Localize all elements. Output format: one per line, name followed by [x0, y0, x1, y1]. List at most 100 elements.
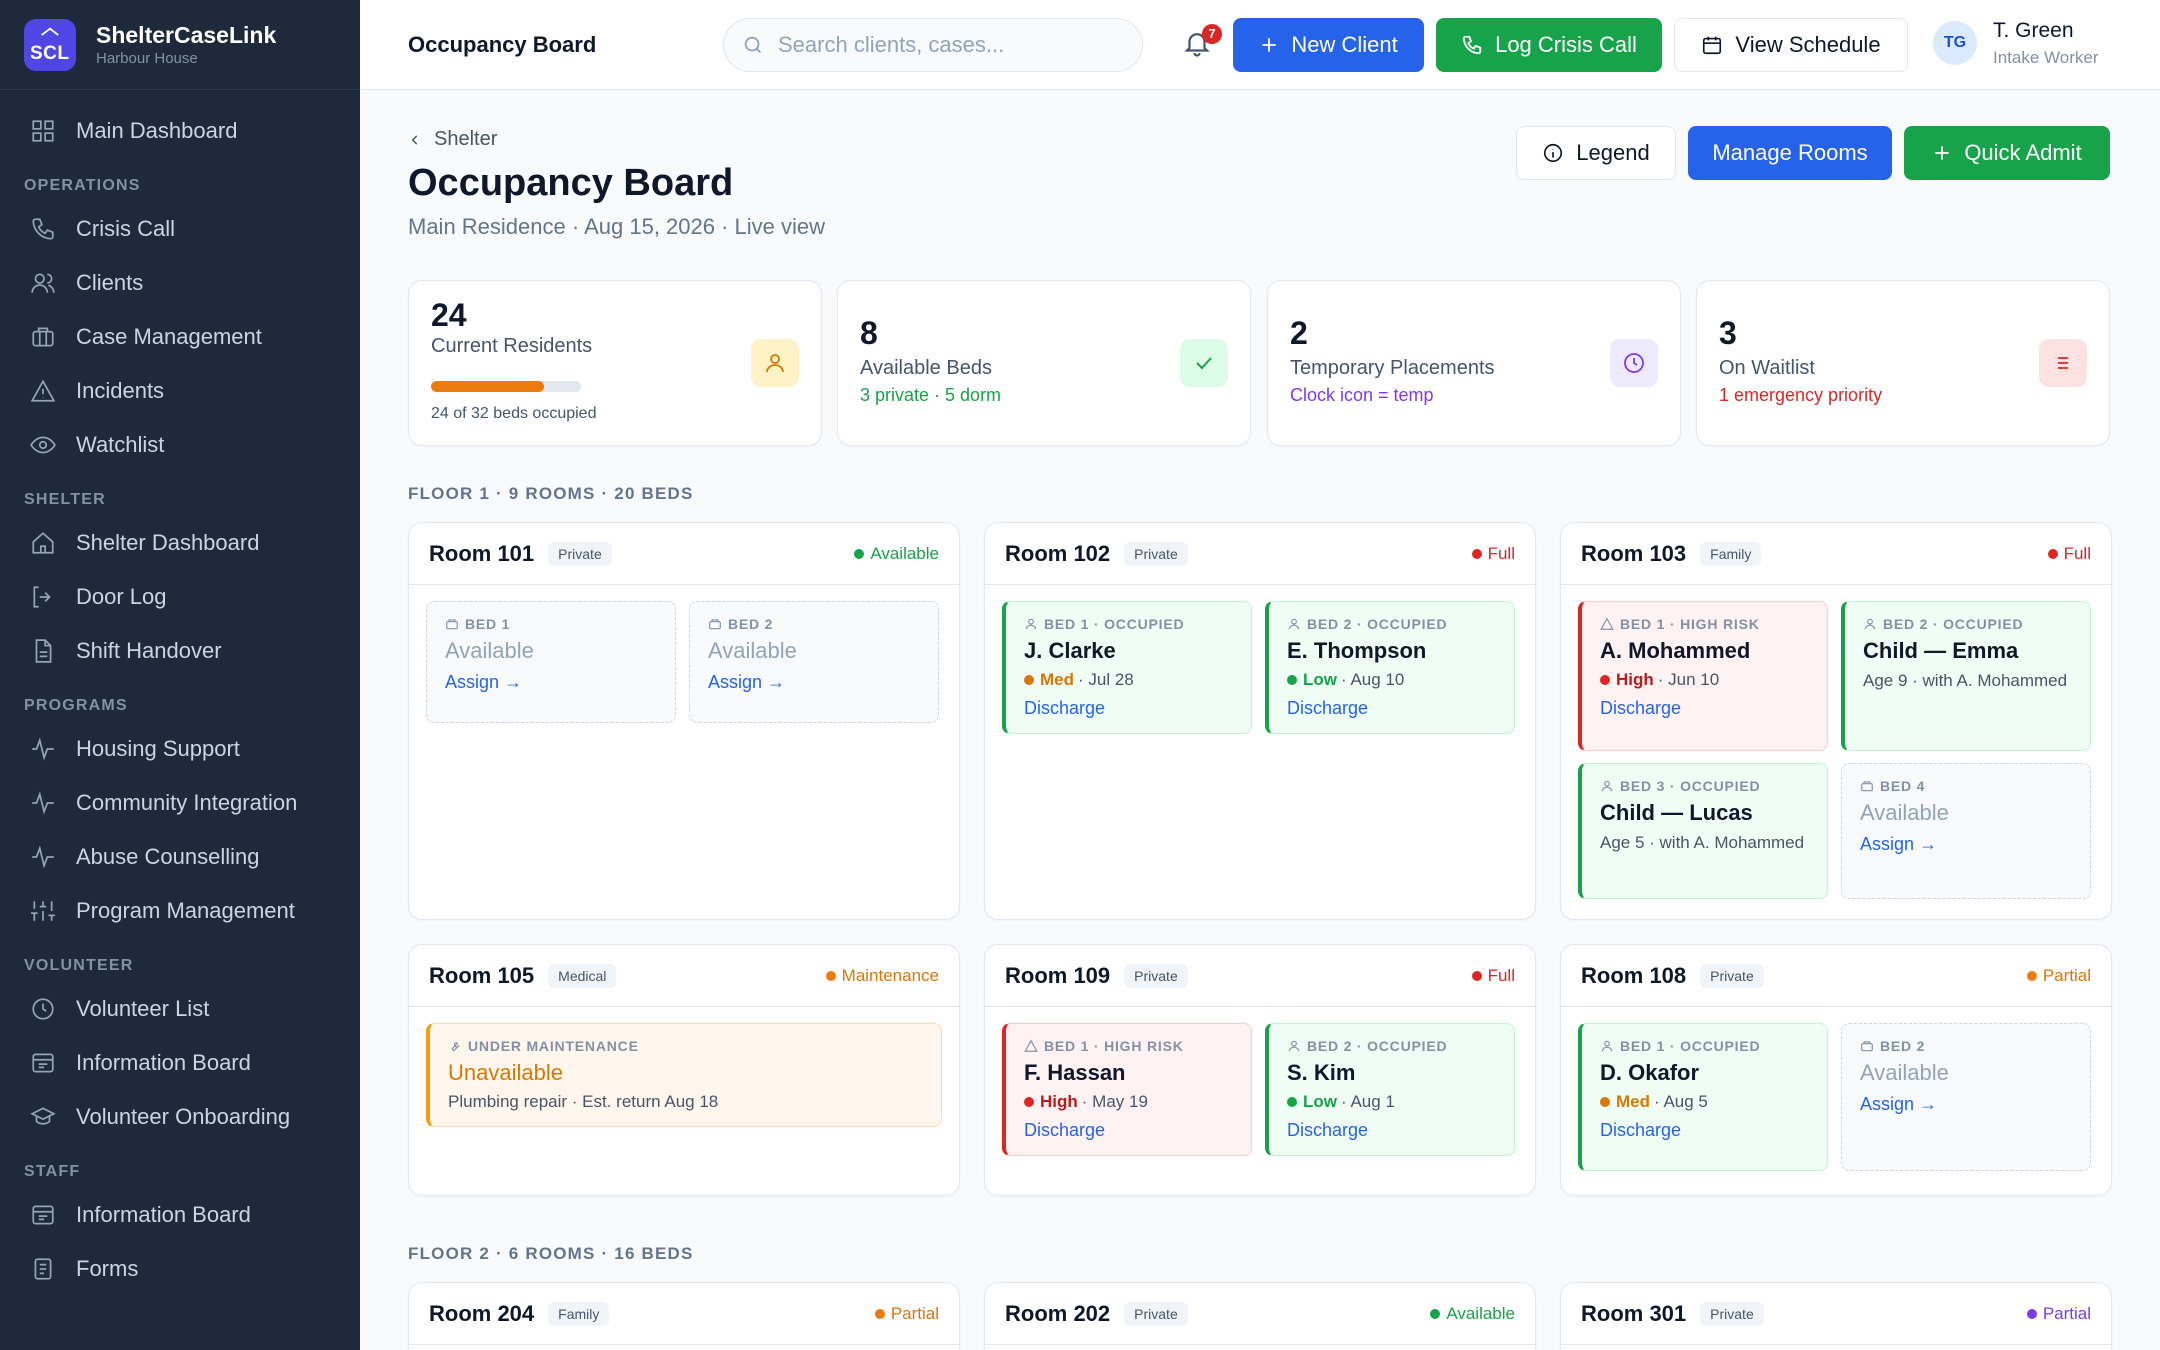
risk-dot — [1600, 675, 1610, 685]
room-card-102[interactable]: Room 102 Private Full BED 1 · OCCUPIED J… — [984, 522, 1536, 920]
button-label: Quick Admit — [1964, 140, 2082, 165]
sidebar-item-label: Volunteer List — [76, 996, 210, 1021]
assign-link[interactable]: Assign → — [708, 672, 786, 692]
room-status: Full — [1471, 543, 1515, 564]
sidebar-item-clients[interactable]: Clients — [0, 256, 360, 310]
sidebar-item-incidents[interactable]: Incidents — [0, 364, 360, 418]
discharge-link[interactable]: Discharge — [1287, 698, 1369, 718]
bed-card[interactable]: BED 2 Available Assign → — [689, 601, 939, 723]
room-type-badge: Private — [548, 541, 612, 566]
sidebar-item-volunteer-list[interactable]: Volunteer List — [0, 982, 360, 1036]
bed-card[interactable]: BED 2 Available Assign → — [1841, 1023, 2091, 1171]
assign-link[interactable]: Assign → — [445, 672, 523, 692]
main-content: Shelter Occupancy Board Main Residence ·… — [360, 90, 2160, 1350]
bed-label: BED 1 · OCCUPIED — [1044, 616, 1185, 632]
sidebar-item-shift-handover[interactable]: Shift Handover — [0, 624, 360, 678]
sidebar-item-volunteer-onboarding[interactable]: Volunteer Onboarding — [0, 1090, 360, 1144]
room-card-108[interactable]: Room 108 Private Partial BED 1 · OCCUPIE… — [1560, 944, 2112, 1196]
search-input[interactable]: Search clients, cases... — [723, 18, 1143, 72]
discharge-link[interactable]: Discharge — [1600, 698, 1682, 718]
room-card-109[interactable]: Room 109 Private Full BED 1 · HIGH RISK … — [984, 944, 1536, 1196]
bed-card[interactable]: BED 1 · OCCUPIED D. Okafor Med · Aug 5 Di… — [1578, 1023, 1828, 1171]
bed-label: BED 2 · OCCUPIED — [1307, 616, 1448, 632]
progress-fill — [431, 381, 544, 392]
legend-button[interactable]: Legend — [1516, 126, 1676, 180]
person-icon — [1601, 1040, 1613, 1052]
bed-label: BED 3 · OCCUPIED — [1620, 778, 1761, 794]
sidebar-item-crisis-call[interactable]: Crisis Call — [0, 202, 360, 256]
user-menu[interactable]: TG T. Green Intake Worker — [1933, 18, 2099, 68]
discharge-link[interactable]: Discharge — [1024, 698, 1106, 718]
view-schedule-button[interactable]: View Schedule — [1674, 18, 1908, 72]
manage-rooms-button[interactable]: Manage Rooms — [1688, 126, 1892, 180]
nav-section-volunteer: VOLUNTEER — [24, 957, 134, 974]
status-label: Full — [1487, 543, 1515, 563]
phone-icon — [32, 218, 54, 240]
risk-level: Low — [1303, 1092, 1337, 1111]
status-label: Partial — [890, 1303, 939, 1323]
sidebar-item-housing-support[interactable]: Housing Support — [0, 722, 360, 776]
room-card-204[interactable]: Room 204 Family Partial — [408, 1282, 960, 1350]
room-card-103[interactable]: Room 103 Family Full BED 1 · HIGH RISK A… — [1560, 522, 2112, 920]
quick-admit-button[interactable]: Quick Admit — [1904, 126, 2110, 180]
bed-card[interactable]: BED 3 · OCCUPIED Child — Lucas Age 5 · w… — [1578, 763, 1828, 899]
bed-label: UNDER MAINTENANCE — [468, 1038, 639, 1054]
breadcrumb[interactable]: Shelter — [408, 128, 497, 151]
sidebar: SCL ShelterCaseLink Harbour House Main D… — [0, 0, 360, 1350]
grid-icon — [32, 120, 54, 142]
bed-card[interactable]: BED 4 Available Assign → — [1841, 763, 2091, 899]
notifications-button[interactable]: 7 — [1182, 24, 1222, 62]
person-icon — [1288, 618, 1300, 630]
info-icon — [1544, 143, 1563, 163]
bed-card[interactable]: BED 2 · OCCUPIED Child — Emma Age 9 · wi… — [1841, 601, 2091, 751]
bed-card[interactable]: BED 2 · OCCUPIED S. Kim Low · Aug 1 Disch… — [1265, 1023, 1515, 1156]
app-name: ShelterCaseLink — [96, 21, 277, 48]
sidebar-item-watchlist[interactable]: Watchlist — [0, 418, 360, 472]
sidebar-item-door-log[interactable]: Door Log — [0, 570, 360, 624]
sidebar-item-shelter-dashboard[interactable]: Shelter Dashboard — [0, 516, 360, 570]
sidebar-item-label: Program Management — [76, 898, 295, 923]
sidebar-item-volunteer-information-board[interactable]: Information Board — [0, 1036, 360, 1090]
sidebar-item-community-integration[interactable]: Community Integration — [0, 776, 360, 830]
bed-card[interactable]: BED 1 · OCCUPIED J. Clarke Med · Jul 28 D… — [1002, 601, 1252, 734]
sidebar-item-program-management[interactable]: Program Management — [0, 884, 360, 938]
user-role: Intake Worker — [1993, 48, 2099, 67]
status-dot — [2026, 1308, 2037, 1319]
room-status: Partial — [2026, 1304, 2091, 1324]
room-type-badge: Private — [1124, 1301, 1188, 1326]
new-client-button[interactable]: New Client — [1233, 18, 1424, 72]
sidebar-item-main-dashboard[interactable]: Main Dashboard — [0, 104, 360, 158]
status-label: Maintenance — [841, 965, 939, 985]
sidebar-item-forms[interactable]: Forms — [0, 1242, 360, 1296]
assign-link[interactable]: Assign → — [1860, 834, 1938, 854]
discharge-link[interactable]: Discharge — [1287, 1120, 1369, 1140]
bed-card[interactable]: BED 1 · HIGH RISK A. Mohammed High · Jun … — [1578, 601, 1828, 751]
board-icon — [32, 1205, 54, 1225]
risk-dot — [1287, 675, 1297, 685]
room-card-202[interactable]: Room 202 Private Available — [984, 1282, 1536, 1350]
logo-text: SCL — [30, 42, 70, 64]
bed-status: Unavailable — [448, 1060, 563, 1085]
bed-card[interactable]: BED 2 · OCCUPIED E. Thompson Low · Aug 10… — [1265, 601, 1515, 734]
room-card-105[interactable]: Room 105 Medical Maintenance UNDER MAINT… — [408, 944, 960, 1196]
room-card-101[interactable]: Room 101 Private Available BED 1 Availab… — [408, 522, 960, 920]
discharge-link[interactable]: Discharge — [1024, 1120, 1106, 1140]
check-icon — [1180, 339, 1228, 387]
stat-label: Available Beds — [860, 357, 992, 379]
assign-link[interactable]: Assign → — [1860, 1094, 1938, 1114]
sidebar-item-label: Clients — [76, 270, 144, 295]
bed-card[interactable]: BED 1 · HIGH RISK F. Hassan High · May 19… — [1002, 1023, 1252, 1156]
risk-dot — [1600, 1097, 1610, 1107]
bed-icon — [1861, 1041, 1873, 1052]
nav-section-operations: OPERATIONS — [24, 177, 141, 194]
sidebar-item-staff-information-board[interactable]: Information Board — [0, 1188, 360, 1242]
sidebar-item-case-management[interactable]: Case Management — [0, 310, 360, 364]
log-crisis-call-button[interactable]: Log Crisis Call — [1436, 18, 1662, 72]
bed-card[interactable]: BED 1 Available Assign → — [426, 601, 676, 723]
stat-value: 3 — [1719, 315, 1737, 351]
room-card-301[interactable]: Room 301 Private Partial — [1560, 1282, 2112, 1350]
sidebar-item-abuse-counselling[interactable]: Abuse Counselling — [0, 830, 360, 884]
list-icon — [2039, 339, 2087, 387]
phone-icon — [1462, 35, 1482, 55]
discharge-link[interactable]: Discharge — [1600, 1120, 1682, 1140]
